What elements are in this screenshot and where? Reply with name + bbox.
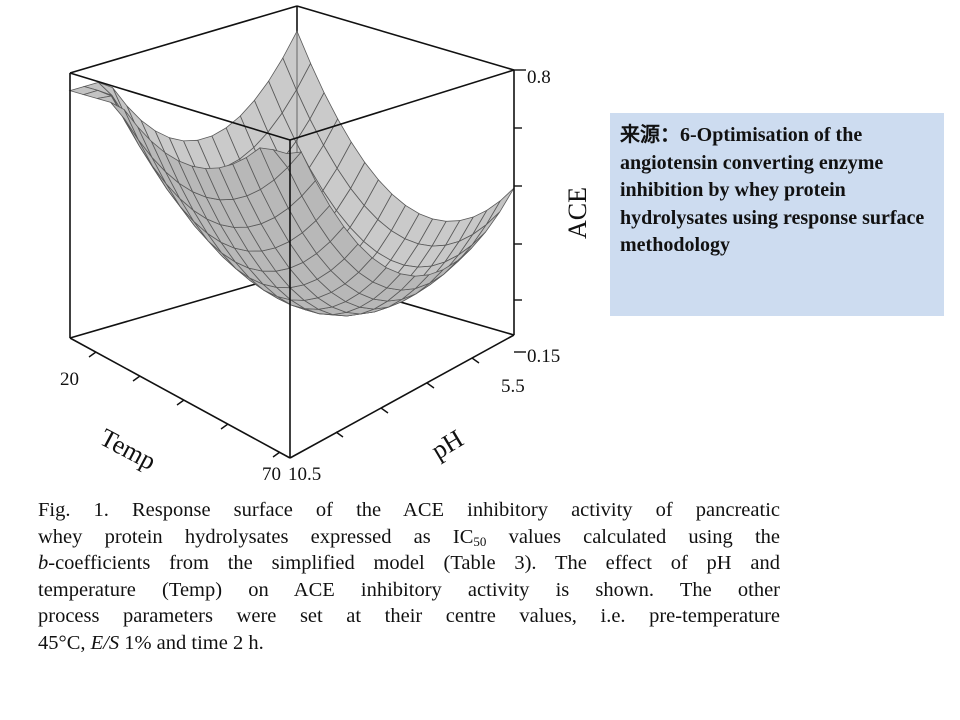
ph-axis-max-tick: 10.5 xyxy=(288,464,321,485)
axis-tick-marks xyxy=(88,69,526,458)
temp-axis-max-tick: 70 xyxy=(262,464,281,485)
source-prefix: 来源： xyxy=(620,124,680,146)
response-surface-figure: 0.8 0.15 ACE 20 70 Temp 5.5 10.5 pH xyxy=(60,5,592,485)
surface-cell xyxy=(272,148,303,169)
temp-axis-min-tick: 20 xyxy=(60,369,79,390)
front-box-edges xyxy=(69,69,515,459)
caption-line-1: Fig. 1. Response surface of the ACE inhi… xyxy=(38,499,780,521)
temp-axis-label: Temp xyxy=(95,423,161,476)
z-axis-label: ACE xyxy=(563,187,592,239)
b-variable: b xyxy=(38,552,49,574)
e-over-s-variable: E/S xyxy=(90,631,120,654)
caption-line-2: whey protein hydrolysates expressed as I… xyxy=(38,524,780,551)
caption-line-3: b-coefficients from the simplified model… xyxy=(38,550,780,577)
ph-axis-min-tick: 5.5 xyxy=(501,376,525,397)
ph-axis-label: pH xyxy=(426,424,468,465)
figure-caption: Fig. 1. Response surface of the ACE inhi… xyxy=(38,497,780,656)
caption-line-3-text: -coefficients from the simplified model … xyxy=(48,552,780,574)
z-axis-max-tick: 0.8 xyxy=(527,67,551,88)
response-surface xyxy=(68,30,515,317)
caption-line-6-end: 1% and time 2 h. xyxy=(124,631,264,654)
ic50-subscript: 50 xyxy=(473,533,487,549)
source-note-box: 来源：6-Optimisation of the angiotensin con… xyxy=(610,113,944,316)
caption-line-2-tail: values calculated using the xyxy=(508,525,781,548)
caption-line-6-start: 45°C, xyxy=(38,631,86,654)
caption-line-5: process parameters were set at their cen… xyxy=(38,605,780,627)
caption-line-2-text: whey protein hydrolysates expressed as I… xyxy=(38,525,474,548)
caption-line-6: 45°C, E/S 1% and time 2 h. xyxy=(38,630,780,657)
surface-cell xyxy=(485,187,515,225)
source-title: 6-Optimisation of the angiotensin conver… xyxy=(620,124,925,256)
z-axis-min-tick: 0.15 xyxy=(527,346,560,367)
caption-line-4: temperature (Temp) on ACE inhibitory act… xyxy=(38,578,780,601)
